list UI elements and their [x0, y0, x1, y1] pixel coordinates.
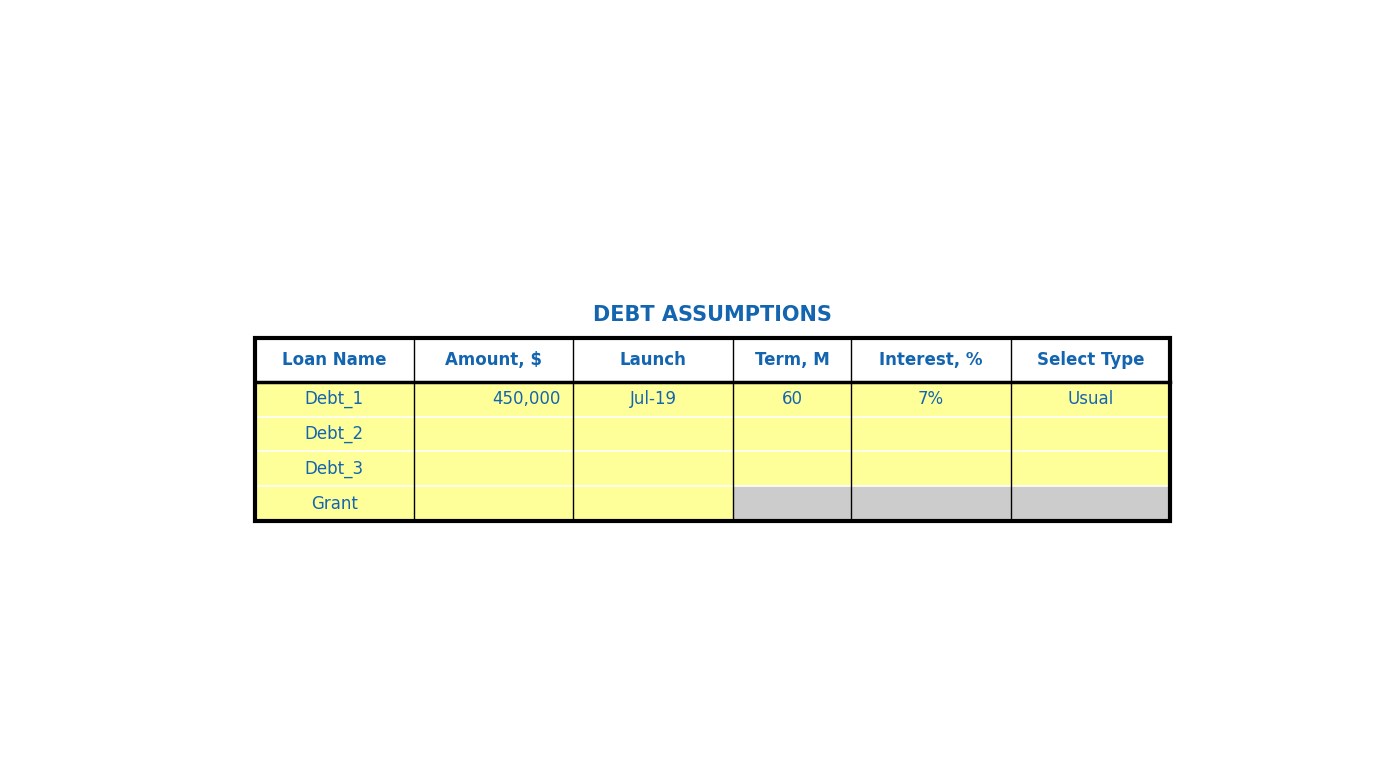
Bar: [574, 486, 733, 521]
Text: DEBT ASSUMPTIONS: DEBT ASSUMPTIONS: [594, 305, 831, 325]
Bar: [254, 381, 414, 417]
Bar: [574, 381, 733, 417]
Bar: [574, 417, 733, 452]
Bar: [851, 381, 1011, 417]
Bar: [574, 338, 733, 381]
Bar: [414, 381, 574, 417]
Bar: [851, 452, 1011, 486]
Bar: [414, 486, 574, 521]
Text: 60: 60: [781, 390, 802, 408]
Text: Debt_2: Debt_2: [304, 425, 364, 443]
Bar: [851, 486, 1011, 521]
Bar: [733, 381, 851, 417]
Bar: [254, 417, 414, 452]
Text: Select Type: Select Type: [1037, 351, 1144, 369]
Bar: [733, 338, 851, 381]
Bar: [414, 417, 574, 452]
Bar: [1011, 381, 1170, 417]
Text: Debt_3: Debt_3: [304, 460, 364, 478]
Bar: [733, 452, 851, 486]
Text: Jul-19: Jul-19: [630, 390, 677, 408]
Text: Grant: Grant: [311, 495, 357, 513]
Text: Loan Name: Loan Name: [282, 351, 386, 369]
Bar: [733, 486, 851, 521]
Bar: [1011, 486, 1170, 521]
Bar: [1011, 452, 1170, 486]
Bar: [574, 452, 733, 486]
Bar: [851, 417, 1011, 452]
Text: 450,000: 450,000: [492, 390, 560, 408]
Bar: [733, 417, 851, 452]
Bar: [254, 338, 1170, 521]
Text: Launch: Launch: [620, 351, 687, 369]
Text: Debt_1: Debt_1: [304, 390, 364, 408]
Bar: [851, 338, 1011, 381]
Bar: [414, 452, 574, 486]
Bar: [1011, 338, 1170, 381]
Bar: [254, 452, 414, 486]
Text: Usual: Usual: [1068, 390, 1113, 408]
Text: Interest, %: Interest, %: [880, 351, 983, 369]
Text: Term, M: Term, M: [755, 351, 830, 369]
Text: Amount, $: Amount, $: [445, 351, 542, 369]
Bar: [1011, 417, 1170, 452]
Text: 7%: 7%: [917, 390, 944, 408]
Bar: [254, 486, 414, 521]
Bar: [414, 338, 574, 381]
Bar: [254, 338, 414, 381]
